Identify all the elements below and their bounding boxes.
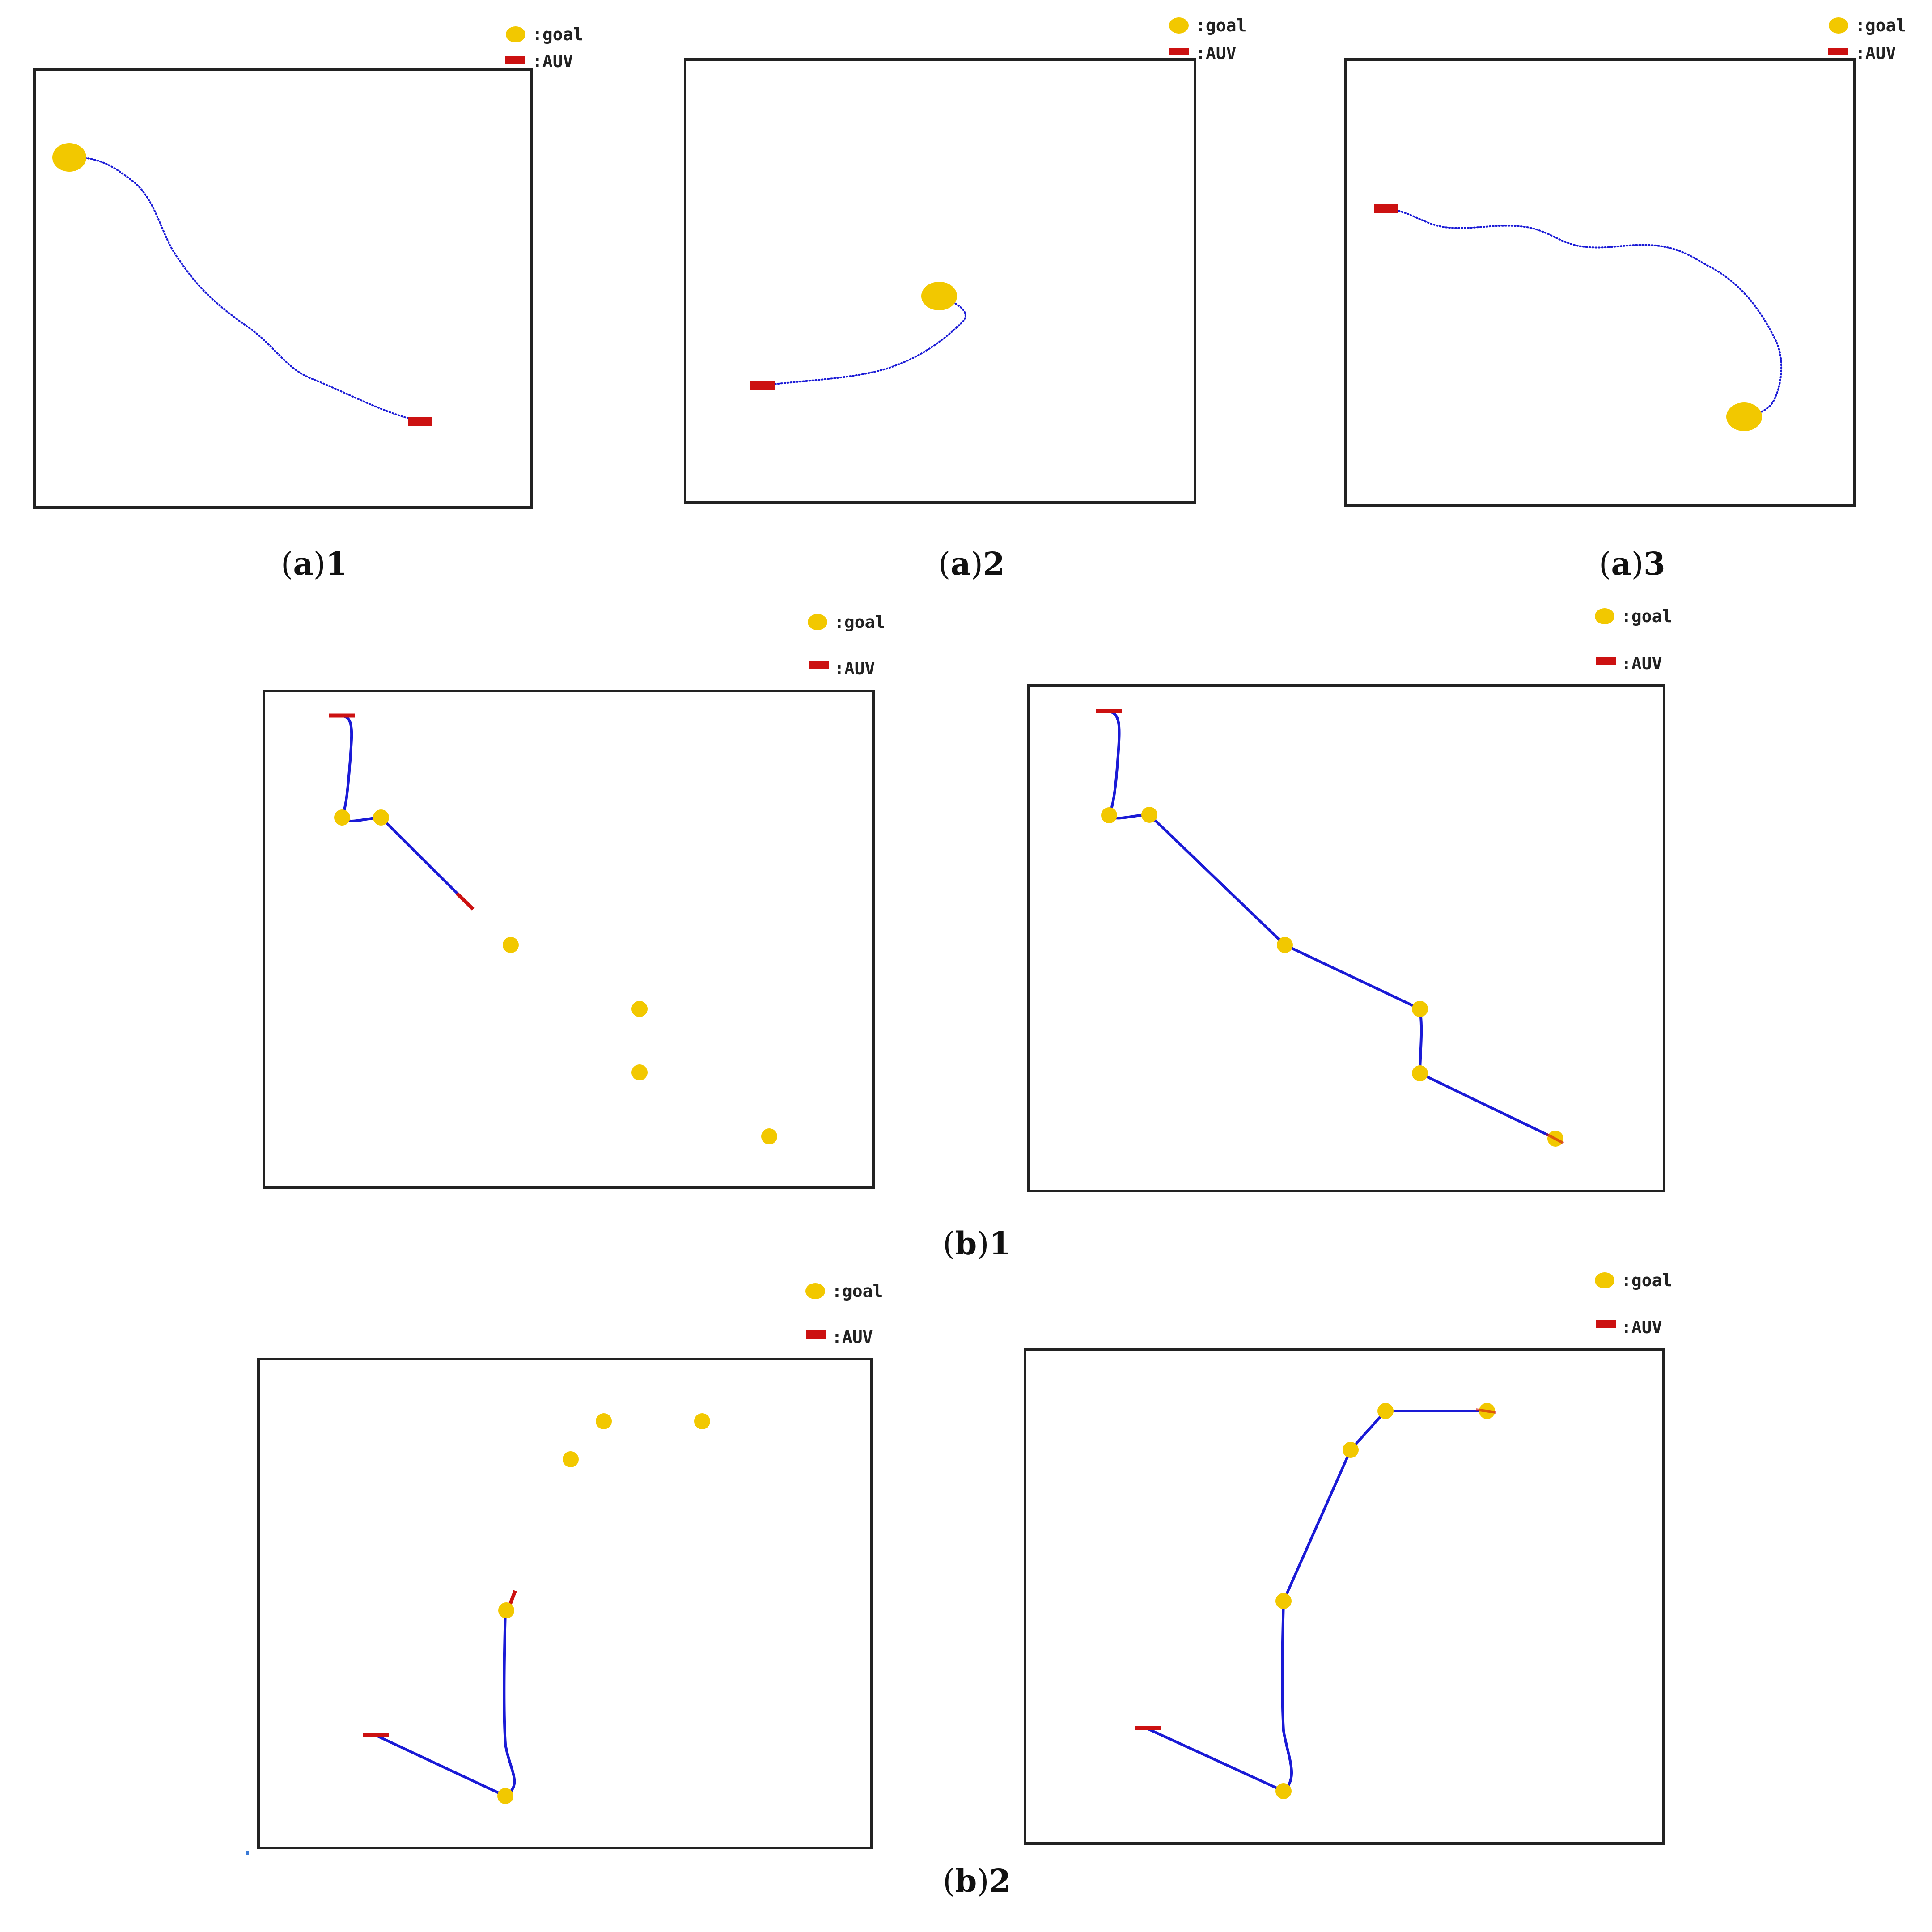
goal-marker — [631, 1064, 648, 1080]
auv-marker — [408, 417, 432, 426]
goal-marker — [498, 1602, 514, 1618]
legend-b1-left: :goal :AUV — [808, 612, 885, 678]
goal-marker — [596, 1413, 612, 1429]
legend-goal-label: :goal — [1621, 1271, 1672, 1290]
goal-marker — [1141, 807, 1157, 823]
goal-marker — [334, 809, 350, 826]
goal-marker — [631, 1001, 648, 1017]
panel-b2-right-frame — [1024, 1348, 1665, 1845]
auv-trajectory — [1146, 1410, 1488, 1792]
caption-a1: (a)1 — [281, 545, 347, 582]
panel-a1: :goal :AUV — [33, 25, 583, 509]
auv-marker — [1475, 1408, 1496, 1414]
legend-auv-label: :AUV — [1621, 654, 1662, 674]
goal-marker — [1277, 937, 1293, 953]
goal-marker — [1412, 1065, 1428, 1081]
goal-marker — [1275, 1783, 1292, 1799]
legend-a3: :goal :AUV — [1828, 16, 1906, 63]
legend-auv-marker — [1596, 657, 1616, 665]
legend-auv-marker — [1596, 1320, 1616, 1328]
legend-auv-label: :AUV — [1621, 1318, 1662, 1337]
legend-auv-label: :AUV — [832, 1327, 873, 1347]
panel-b2-left-frame — [257, 1358, 873, 1849]
panel-b2-left: :goal :AUV — [246, 1281, 883, 1855]
legend-goal-marker — [808, 614, 827, 630]
auv-trajectory — [68, 156, 421, 422]
legend-auv-marker — [1828, 48, 1848, 55]
panel-b2-right: :goal :AUV — [1024, 1271, 1672, 1845]
legend-a1: :goal :AUV — [505, 25, 583, 71]
legend-goal-marker — [1595, 1272, 1614, 1288]
legend-auv-marker — [505, 56, 525, 64]
goal-marker — [373, 809, 389, 826]
auv-trajectory — [1385, 208, 1783, 418]
auv-marker — [750, 381, 775, 390]
goal-marker — [497, 1788, 513, 1804]
panel-a2: :goal :AUV — [684, 16, 1246, 504]
caption-b2: (b)2 — [943, 1862, 1011, 1899]
legend-auv-marker — [806, 1330, 826, 1339]
auv-marker — [1374, 204, 1398, 213]
legend-goal-marker — [1829, 17, 1848, 34]
legend-auv-label: :AUV — [834, 659, 875, 678]
goal-marker — [563, 1451, 579, 1467]
goal-marker — [921, 282, 957, 310]
panel-a3-frame — [1344, 58, 1856, 507]
panel-a3: :goal :AUV — [1344, 16, 1906, 507]
goal-marker — [1377, 1403, 1394, 1419]
auv-trajectory — [341, 714, 471, 907]
goal-marker — [503, 937, 519, 953]
auv-trajectory — [762, 295, 966, 386]
panel-b1-left-frame — [263, 690, 875, 1189]
auv-marker — [1546, 1133, 1564, 1144]
legend-goal-marker — [805, 1283, 825, 1299]
legend-goal-label: :goal — [1195, 16, 1246, 35]
legend-auv-label: :AUV — [1195, 43, 1237, 63]
legend-goal-label: :goal — [832, 1281, 883, 1301]
stray-mark — [246, 1851, 249, 1855]
legend-auv-marker — [809, 661, 829, 669]
panel-a2-frame — [684, 58, 1196, 504]
legend-b2-right: :goal :AUV — [1595, 1271, 1672, 1337]
goal-marker — [694, 1413, 710, 1429]
panel-b1-right-frame — [1027, 684, 1665, 1192]
legend-goal-label: :goal — [532, 25, 583, 44]
legend-goal-marker — [1169, 17, 1189, 34]
legend-auv-label: :AUV — [532, 51, 573, 71]
panel-b1-left: :goal :AUV — [263, 612, 885, 1189]
legend-a2: :goal :AUV — [1169, 16, 1246, 63]
goal-marker — [1343, 1442, 1359, 1458]
legend-goal-marker — [1595, 608, 1614, 624]
auv-marker — [456, 892, 475, 911]
caption-a3: (a)3 — [1599, 545, 1665, 582]
legend-goal-label: :goal — [1855, 16, 1906, 35]
goal-marker — [761, 1128, 777, 1144]
legend-goal-marker — [506, 26, 525, 42]
legend-goal-label: :goal — [1621, 606, 1672, 626]
legend-b1-right: :goal :AUV — [1595, 606, 1672, 674]
auv-trajectory — [374, 1609, 516, 1797]
panel-a1-frame — [33, 68, 533, 509]
goal-marker — [1412, 1001, 1428, 1017]
legend-goal-label: :goal — [834, 612, 885, 632]
goal-marker — [1275, 1593, 1292, 1609]
caption-b1: (b)1 — [943, 1225, 1011, 1262]
legend-b2-left: :goal :AUV — [805, 1281, 883, 1347]
legend-auv-label: :AUV — [1855, 43, 1896, 63]
legend-auv-marker — [1169, 48, 1189, 55]
goal-marker — [52, 143, 86, 172]
caption-a2: (a)2 — [938, 545, 1005, 582]
goal-marker — [1101, 807, 1117, 823]
goal-marker — [1726, 402, 1762, 431]
panel-b1-right: :goal :AUV — [1027, 606, 1672, 1192]
